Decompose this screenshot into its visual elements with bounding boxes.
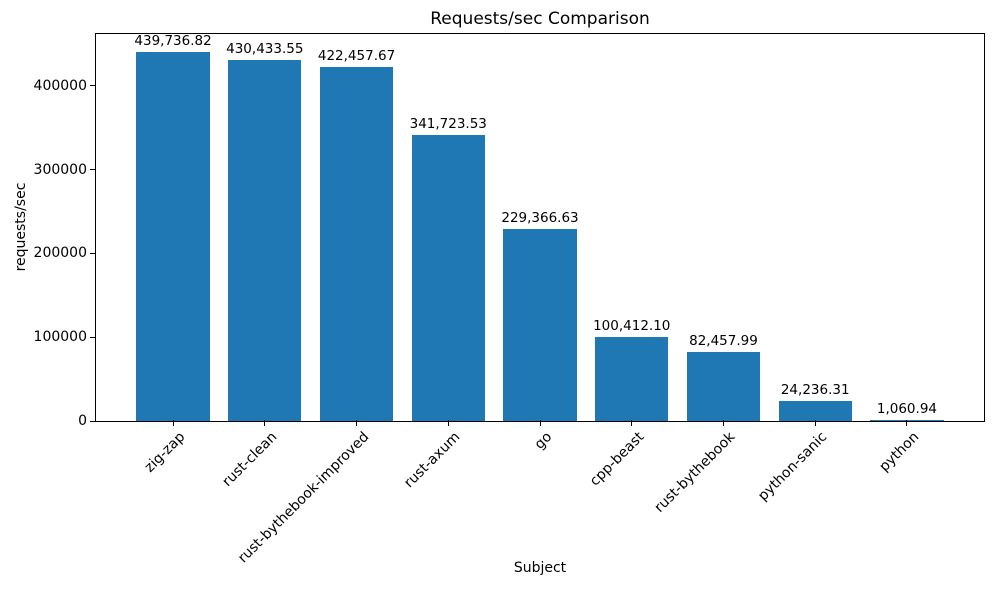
x-tick-label: rust-clean [219,429,281,490]
x-tick-mark [539,420,541,426]
y-tick-mark [90,252,95,254]
x-tick-label: rust-bythebook [651,429,739,516]
y-tick-label: 300000 [33,161,87,178]
y-tick-mark [90,420,95,422]
bar-value-label: 24,236.31 [780,381,850,398]
bar-rust-bythebook-improved [319,66,394,421]
x-tick-mark [722,420,724,426]
bar-value-label: 100,412.10 [593,317,671,334]
x-tick-mark [814,420,816,426]
y-tick-mark [90,336,95,338]
bar-value-label: 430,433.55 [226,41,304,58]
x-tick-label: python [876,429,923,475]
y-tick-label: 0 [78,413,87,429]
x-tick-label: python-sanic [755,429,831,505]
bar-value-label: 422,457.67 [317,47,396,64]
bar-rust-bythebook [686,351,761,421]
y-tick-label: 400000 [33,77,87,94]
x-tick-mark [356,420,358,426]
y-tick-label: 100000 [33,329,87,346]
x-tick-label: rust-axum [401,429,464,492]
bar-rust-axum [411,134,485,421]
x-tick-mark [447,420,449,426]
bar-value-label: 229,366.63 [501,209,579,226]
bar-zig-zap [136,52,210,421]
x-tick-mark [906,420,908,426]
x-tick-label: go [531,429,556,453]
x-tick-mark [631,420,633,426]
x-tick-label: zig-zap [141,429,189,476]
y-axis-label: requests/sec [13,182,29,272]
x-tick-mark [172,420,174,426]
y-tick-mark [90,85,95,87]
bar-python-sanic [778,400,852,421]
bar-go [503,228,577,421]
plot-area: 0 100000 200000 300000 400000 439,736.82 zig-z… [34,33,985,566]
x-tick-mark [264,420,266,426]
bar-cpp-beast [595,336,669,421]
y-tick-mark [90,169,95,171]
bar-value-label: 82,457.99 [689,332,758,349]
x-tick-label: cpp-beast [586,429,648,490]
bar-value-label: 341,723.53 [409,115,487,132]
bar-rust-clean [228,60,302,421]
bar-value-label: 439,736.82 [134,33,212,50]
x-axis-label: Subject [513,560,567,576]
bar-value-label: 1,060.94 [876,401,937,418]
y-tick-label: 200000 [33,245,87,262]
chart-title: Requests/sec Comparison [430,9,650,29]
